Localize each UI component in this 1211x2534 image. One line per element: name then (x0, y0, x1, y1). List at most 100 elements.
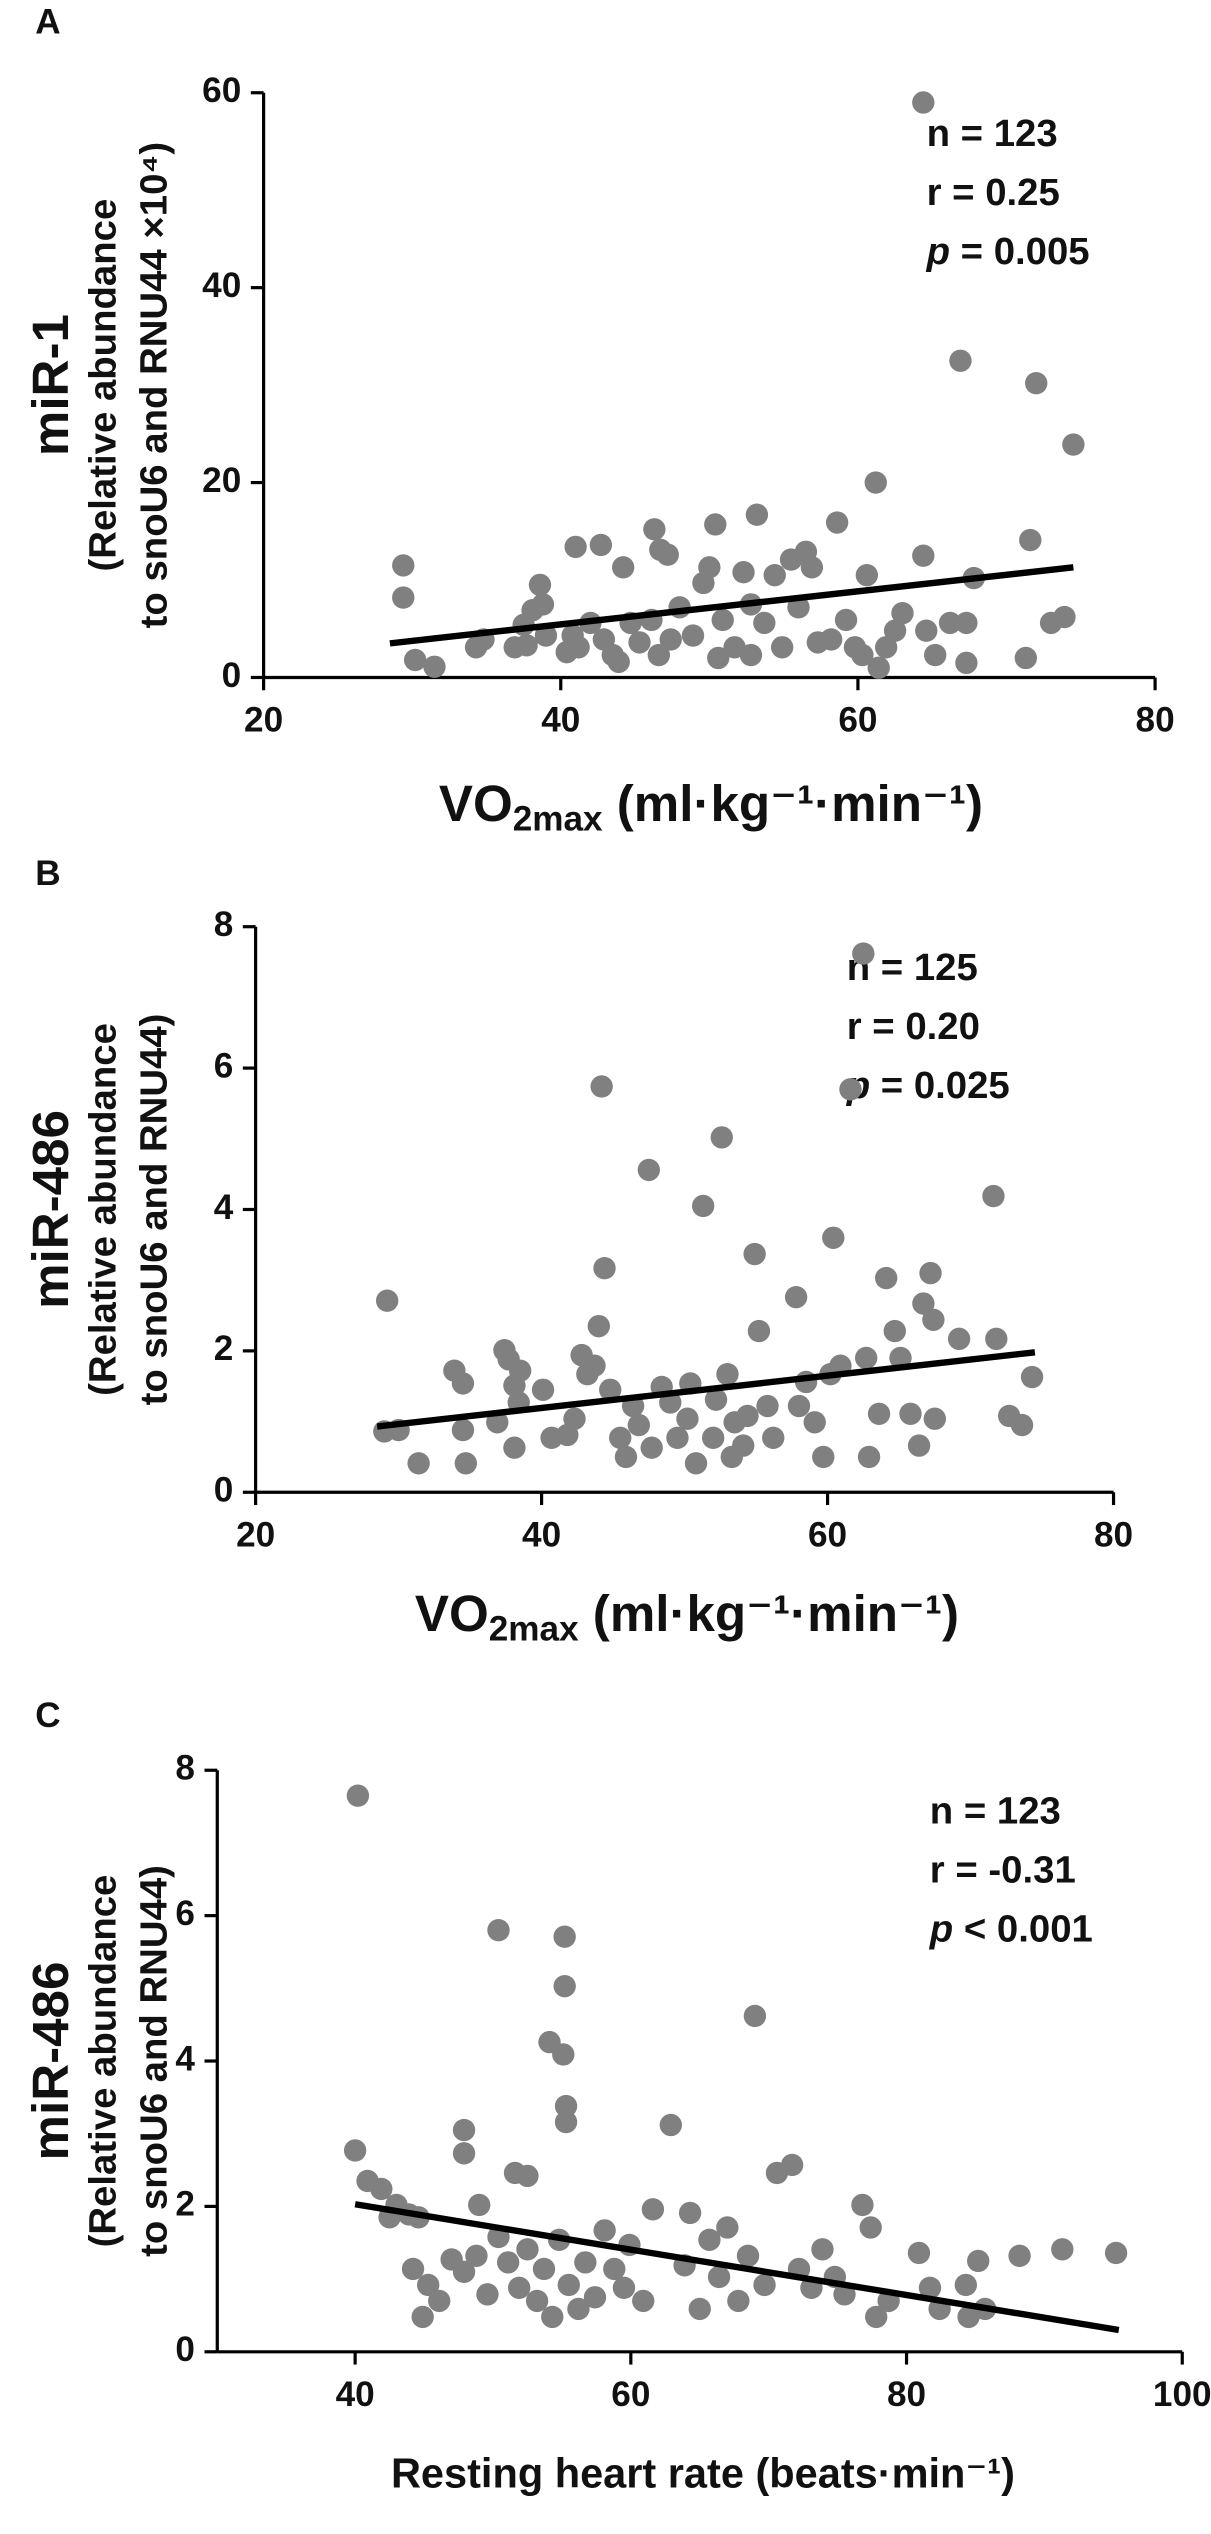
data-point (392, 586, 415, 609)
data-point (1010, 1413, 1034, 1437)
panel-label: A (35, 2, 60, 41)
data-point (496, 2251, 520, 2274)
data-point (552, 2043, 575, 2066)
y-tick-label: 6 (214, 1046, 234, 1085)
y-axis-label: to snoU6 and RNU44 ×10⁴) (133, 142, 176, 628)
data-point (593, 1256, 616, 1280)
data-point (583, 1354, 606, 1377)
data-point (1020, 1365, 1044, 1389)
data-point (784, 1285, 808, 1309)
data-point (599, 1378, 622, 1401)
data-point (947, 1327, 971, 1351)
x-tick-label: 20 (236, 1515, 275, 1554)
y-tick-label: 8 (175, 1749, 195, 1788)
data-point (739, 643, 763, 667)
data-point (612, 2276, 636, 2300)
data-point (554, 2094, 578, 2118)
data-point (587, 1314, 610, 1338)
data-point (954, 2273, 977, 2297)
data-point (800, 556, 824, 579)
data-point (534, 624, 558, 647)
stat-annotation: r = 0.20 (847, 1005, 980, 1048)
y-tick-label: 4 (175, 2039, 195, 2078)
data-point (915, 619, 938, 642)
data-point (922, 1308, 945, 1331)
x-axis-label: Resting heart rate (beats·min⁻¹) (391, 2449, 1015, 2496)
y-tick-label: 20 (202, 461, 241, 500)
data-point (770, 636, 794, 659)
data-point (640, 1436, 663, 1459)
fit-line (354, 2201, 1120, 2334)
data-point (747, 1319, 771, 1343)
fit-line (376, 1349, 1036, 1430)
data-point (541, 2305, 564, 2329)
y-tick-label: 4 (214, 1188, 234, 1227)
data-point (851, 2193, 874, 2217)
data-point (507, 2276, 531, 2300)
data-point (428, 2289, 451, 2313)
data-point (912, 91, 935, 114)
data-point (392, 554, 415, 577)
data-point (955, 611, 978, 635)
y-axis-label: (Relative abundance (82, 199, 125, 572)
data-point (532, 2257, 556, 2281)
data-point (851, 643, 874, 667)
data-point (716, 1363, 739, 1386)
data-point (698, 556, 721, 579)
y-tick-label: 0 (222, 656, 242, 695)
x-tick-label: 40 (522, 1515, 561, 1554)
x-tick-label: 40 (541, 700, 580, 739)
data-point (704, 1388, 728, 1411)
data-point (423, 655, 446, 678)
data-point (1025, 371, 1048, 395)
data-point (643, 518, 666, 541)
y-tick-label: 60 (202, 71, 241, 110)
data-point (1014, 646, 1038, 670)
data-point (834, 608, 858, 632)
data-point (707, 646, 730, 670)
x-tick-label: 80 (887, 2375, 926, 2414)
data-point (819, 628, 843, 651)
data-point (465, 2244, 488, 2268)
data-point (531, 1378, 555, 1401)
data-point (346, 1784, 370, 1807)
data-point (899, 1402, 922, 1425)
data-point (476, 2283, 499, 2306)
data-point (883, 619, 907, 642)
data-point (451, 1418, 475, 1442)
data-point (912, 544, 935, 567)
y-axis-label: (Relative abundance (82, 1875, 125, 2248)
data-point (780, 2153, 804, 2177)
data-point (874, 636, 898, 659)
data-point (593, 2219, 616, 2242)
stat-annotation: p = 0.025 (846, 1064, 1010, 1107)
data-point (468, 2193, 491, 2217)
data-point (659, 628, 682, 651)
data-point (811, 2238, 834, 2261)
data-point (875, 1266, 898, 1290)
data-point (891, 601, 914, 625)
y-axis-label: miR-486 (22, 1962, 79, 2161)
y-tick-label: 2 (175, 2185, 195, 2224)
data-point (451, 1372, 475, 1395)
data-point (923, 1407, 946, 1430)
data-point (684, 1452, 708, 1475)
data-point (889, 1346, 912, 1370)
panel-label: B (35, 854, 60, 893)
data-point (727, 2289, 750, 2313)
x-tick-label: 80 (1094, 1515, 1133, 1554)
y-tick-label: 0 (175, 2330, 195, 2369)
y-axis-label: miR-1 (22, 314, 79, 456)
data-point (938, 611, 962, 635)
x-axis-label: VO2max (ml·kg⁻¹·min⁻¹) (415, 1584, 959, 1648)
data-point (553, 1925, 576, 1948)
data-point (710, 1126, 733, 1149)
x-tick-label: 20 (244, 700, 283, 739)
data-point (1062, 433, 1085, 456)
data-point (924, 643, 947, 667)
data-point (531, 593, 555, 616)
data-point (557, 2273, 580, 2297)
data-point (854, 1346, 878, 1370)
data-point (825, 511, 849, 534)
